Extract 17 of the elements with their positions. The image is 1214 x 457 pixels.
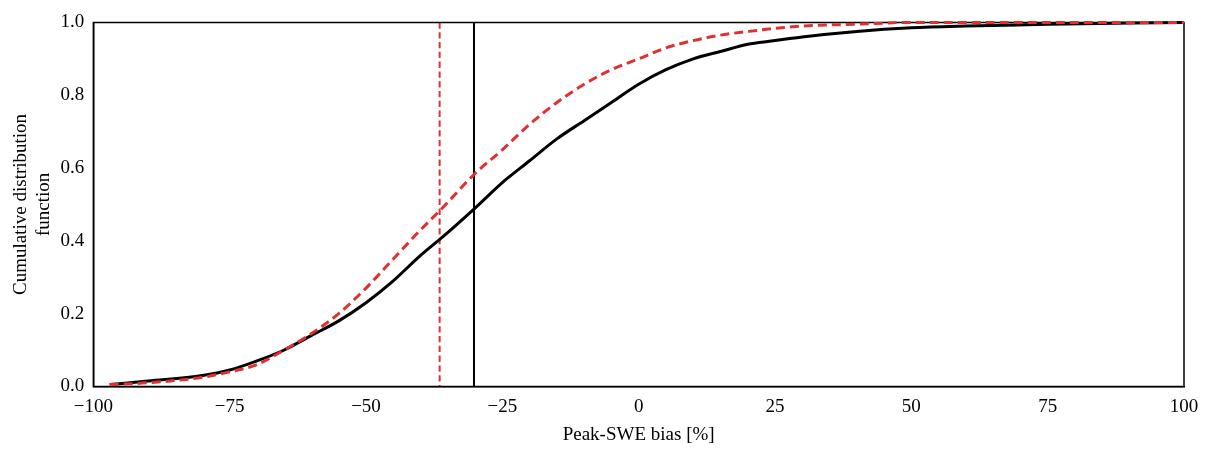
x-tick-label: 0 [633, 394, 644, 416]
x-tick-label: −100 [73, 394, 113, 416]
y-tick-label: 0.4 [60, 228, 85, 250]
x-tick-label: 100 [1169, 394, 1199, 416]
y-tick-label: 0.0 [60, 374, 85, 396]
x-tick-label: −75 [214, 394, 245, 416]
y-tick-label: 0.2 [60, 301, 85, 323]
x-tick-label: −50 [351, 394, 381, 416]
x-tick-label: 50 [901, 394, 921, 416]
x-tick-label: 25 [765, 394, 785, 416]
y-tick-label: 0.8 [60, 83, 85, 105]
y-axis-title: Cumulative distribution function [9, 113, 54, 295]
x-tick-label: 75 [1038, 394, 1058, 416]
y-tick-label: 1.0 [60, 10, 85, 32]
y-tick-label: 0.6 [60, 155, 85, 177]
x-tick-label: −25 [487, 394, 518, 416]
x-axis-title: Peak-SWE bias [%] [562, 422, 715, 444]
